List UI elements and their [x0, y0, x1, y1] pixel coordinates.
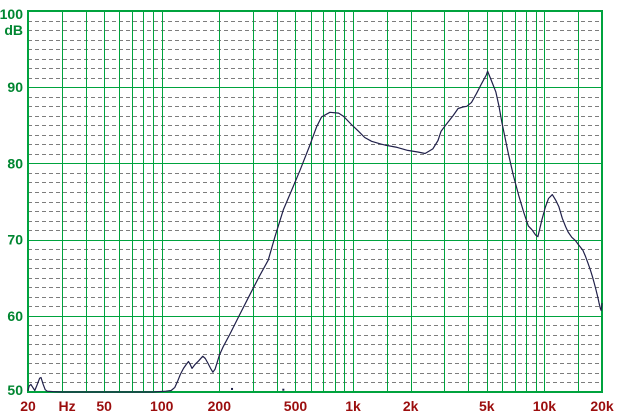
x-tick-label: 5k: [479, 398, 495, 414]
x-axis-unit-label: Hz: [58, 398, 75, 414]
x-tick-label: 10k: [533, 398, 557, 414]
x-tick-label: 2k: [403, 398, 419, 414]
x-tick-label: 200: [208, 398, 232, 414]
noise-dot: [231, 387, 234, 390]
x-tick-label: 500: [284, 398, 308, 414]
y-tick-label: 100: [0, 6, 23, 22]
y-tick-label: 80: [7, 155, 23, 171]
y-axis-unit-label: dB: [4, 22, 23, 38]
y-tick-label: 50: [7, 382, 23, 398]
response-curve: [27, 70, 603, 393]
noise-dot: [282, 388, 285, 391]
x-tick-label: 20k: [590, 398, 614, 414]
x-tick-label: 50: [96, 398, 112, 414]
plot-border: [27, 10, 603, 393]
y-tick-label: 90: [7, 79, 23, 95]
y-tick-label: 70: [7, 232, 23, 248]
y-tick-label: 60: [7, 308, 23, 324]
x-tick-label: 100: [150, 398, 174, 414]
x-tick-label: 1k: [345, 398, 361, 414]
x-tick-label: 20: [20, 398, 36, 414]
